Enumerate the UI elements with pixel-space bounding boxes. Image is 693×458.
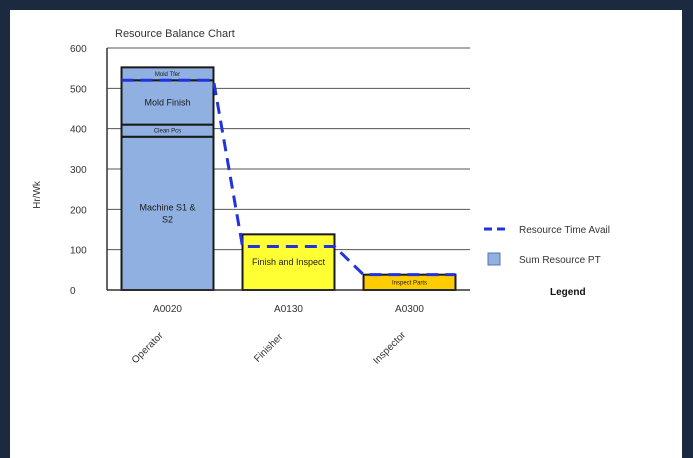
- x-tick-labels: A0020 A0130 A0300: [153, 304, 424, 315]
- segment-label-A0130-0-0: Finish and Inspect: [252, 257, 326, 267]
- legend-label-0: Resource Time Avail: [519, 225, 610, 236]
- resource-time-avail-line: [121, 78, 456, 277]
- x-category-A0300: Inspector: [371, 329, 408, 366]
- x-tick-A0130: A0130: [274, 304, 303, 315]
- legend-title: Legend: [550, 287, 586, 298]
- legend: Resource Time Avail Sum Resource PT Legend: [484, 225, 610, 298]
- segment-label-A0020-2-0: Mold Finish: [144, 97, 190, 107]
- segment-label-A0020-0-0: Machine S1 &: [139, 202, 195, 212]
- legend-label-1: Sum Resource PT: [519, 255, 601, 266]
- x-tick-A0020: A0020: [153, 304, 182, 315]
- segment-label-A0020-3-0: Mold Tfer: [155, 72, 180, 78]
- resource-time-avail-path: [121, 78, 456, 277]
- chart-title: Resource Balance Chart: [115, 28, 235, 40]
- y-tick-100: 100: [70, 246, 87, 257]
- y-tick-labels: 0 100 200 300 400 500 600: [70, 44, 87, 297]
- x-tick-A0300: A0300: [395, 304, 424, 315]
- chart-frame: Resource Balance Chart Hr/Wk 0 100 200 300 4…: [10, 10, 682, 458]
- y-tick-0: 0: [70, 286, 76, 297]
- resource-balance-chart: Resource Balance Chart Hr/Wk 0 100 200 300 4…: [32, 28, 610, 367]
- x-category-labels: Operator Finisher Inspector: [130, 329, 409, 366]
- x-category-A0130: Finisher: [252, 331, 285, 364]
- segment-label-A0020-1-0: Clean Pcs: [154, 129, 181, 135]
- y-axis-label: Hr/Wk: [32, 180, 43, 209]
- y-tick-500: 500: [70, 84, 87, 95]
- y-tick-600: 600: [70, 44, 87, 55]
- bars: [120, 66, 457, 292]
- segment-labels: Machine S1 & S2 Clean Pcs Mold Finish Mold T…: [139, 72, 427, 287]
- axes: [106, 48, 470, 291]
- bar-segment-A0020-0: [120, 135, 215, 291]
- y-tick-300: 300: [70, 165, 87, 176]
- bar-segment-A0020-2: [120, 79, 215, 126]
- legend-swatch-1: [487, 252, 501, 266]
- segment-label-A0300-0-0: Inspect Parts: [392, 280, 427, 286]
- segment-label-A0020-0-1: S2: [162, 214, 173, 224]
- y-tick-200: 200: [70, 205, 87, 216]
- x-category-A0020: Operator: [130, 330, 166, 366]
- y-tick-400: 400: [70, 125, 87, 136]
